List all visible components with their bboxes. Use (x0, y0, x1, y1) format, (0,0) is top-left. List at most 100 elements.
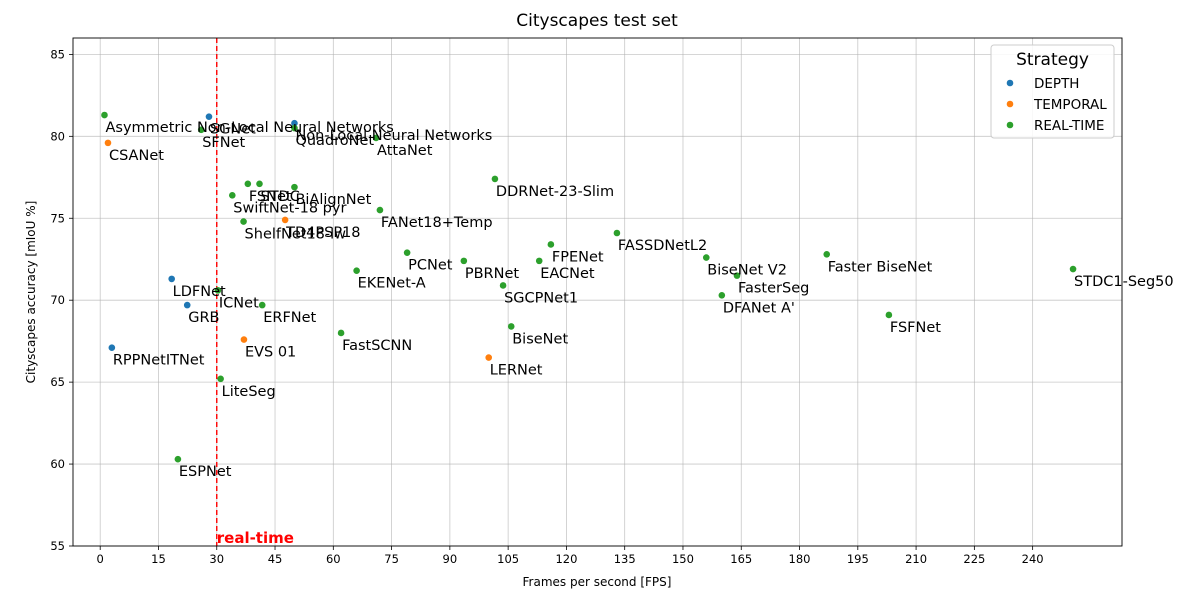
data-point-real-time (403, 249, 411, 256)
point-label: TD4PSP18 (285, 225, 360, 241)
point-label: BiseNet (512, 331, 568, 347)
y-tick-label: 75 (50, 211, 65, 225)
x-tick-label: 210 (905, 552, 927, 566)
point-label: FasterSeg (738, 281, 809, 297)
data-point-temporal (240, 336, 248, 343)
point-label: Non-Local Neural Networks (295, 128, 492, 144)
x-tick-label: 150 (672, 552, 694, 566)
data-point-real-time (337, 329, 345, 337)
x-tick-label: 225 (963, 552, 985, 566)
data-point-real-time (228, 192, 236, 199)
data-point-real-time (372, 134, 380, 142)
x-tick-label: 15 (151, 552, 166, 566)
point-label: BiseNet V2 (707, 263, 787, 279)
y-tick-label: 80 (50, 129, 65, 143)
data-point-real-time (376, 206, 384, 214)
point-label: PBRNet (465, 266, 520, 282)
y-axis-label: Cityscapes accuracy [mIoU %] (24, 201, 38, 384)
x-tick-label: 45 (268, 552, 283, 566)
legend-title: Strategy (1016, 50, 1089, 70)
data-point-depth (291, 119, 298, 127)
data-point-depth (205, 113, 213, 120)
point-label: EVS 01 (245, 345, 296, 361)
x-tick-label: 180 (789, 552, 811, 566)
data-point-real-time (101, 111, 108, 119)
x-tick-label: 75 (384, 552, 399, 566)
data-point-real-time (258, 301, 266, 309)
point-label: FASSDNetL2 (618, 238, 707, 254)
point-label: CSANet (109, 148, 164, 164)
legend-entries: DEPTH TEMPORAL REAL-TIME (1006, 76, 1107, 134)
data-point-real-time (547, 241, 555, 248)
data-point-real-time (702, 254, 710, 261)
x-tick-label: 105 (497, 552, 519, 566)
point-label: SGCPNet1 (504, 290, 578, 306)
data-point-temporal (281, 216, 289, 224)
x-axis-label: Frames per second [FPS] (523, 575, 672, 589)
data-point-real-time (507, 323, 515, 330)
legend: Strategy DEPTH TEMPORAL REAL-TIME (990, 44, 1115, 139)
realtime-threshold: real-time (216, 38, 294, 547)
point-label: Faster BiseNet (828, 259, 933, 275)
point-label: ICNet (219, 295, 259, 311)
point-label: SFNet (202, 135, 245, 151)
data-point-real-time (1069, 265, 1077, 273)
data-points (101, 111, 1077, 463)
data-point-real-time (885, 311, 893, 319)
y-tick-label: 85 (50, 47, 65, 61)
x-tick-label: 165 (730, 552, 752, 566)
x-tick-label: 30 (209, 552, 224, 566)
point-label: LiteSeg (222, 384, 276, 400)
point-label: LDFNet (173, 284, 226, 300)
realtime-threshold-label: real-time (217, 529, 294, 547)
legend-marker (1006, 79, 1014, 87)
x-tick-label: 195 (847, 552, 869, 566)
data-point-real-time (718, 291, 726, 299)
x-tick-label: 90 (443, 552, 458, 566)
legend-marker (1006, 100, 1014, 108)
point-label: STDC (260, 189, 299, 205)
data-point-real-time (460, 257, 468, 265)
data-point-real-time (353, 267, 360, 274)
legend-marker (1006, 121, 1014, 129)
data-point-real-time (174, 455, 182, 463)
point-label: FSNet (249, 189, 292, 205)
y-tick-label: 70 (50, 293, 65, 307)
data-point-real-time (823, 251, 831, 258)
x-tick-label: 60 (326, 552, 341, 566)
point-label: FANet18+Temp (381, 215, 493, 231)
y-tick-label: 65 (50, 375, 65, 389)
data-point-real-time (291, 124, 298, 132)
y-axis-ticks: 55 60 65 70 75 80 85 (50, 47, 73, 553)
data-point-temporal (485, 354, 493, 361)
point-label: PCNet (408, 258, 453, 274)
data-point-real-time (214, 287, 222, 294)
data-point-real-time (244, 180, 252, 188)
legend-label: DEPTH (1034, 76, 1079, 92)
data-point-real-time (535, 257, 543, 265)
point-label: STDC1-Seg50 (1074, 274, 1174, 290)
chart-title: Cityscapes test set (516, 11, 678, 31)
plot-frame (72, 37, 1123, 547)
data-point-real-time (291, 183, 298, 191)
data-point-depth (108, 344, 116, 352)
data-point-real-time (240, 218, 247, 225)
x-axis-ticks: 0 15 30 45 60 75 90 105 120 135 150 165 180 195 210 225… (97, 546, 1044, 566)
data-point-depth (183, 301, 191, 309)
data-point-real-time (733, 272, 741, 279)
data-point-real-time (197, 126, 205, 134)
x-tick-label: 135 (614, 552, 636, 566)
y-tick-label: 55 (50, 539, 65, 553)
x-tick-label: 0 (97, 552, 104, 566)
data-point-real-time (217, 375, 224, 383)
legend-label: REAL-TIME (1034, 118, 1104, 134)
data-point-real-time (491, 175, 499, 183)
y-tick-label: 60 (50, 457, 65, 471)
point-label: SwiftNet-18 pyr (233, 200, 346, 216)
point-label: EACNet (540, 266, 595, 282)
legend-label: TEMPORAL (1033, 97, 1107, 113)
point-label: BiAlignNet (295, 192, 371, 208)
point-label: ShelfNet18-lw (245, 227, 347, 243)
point-label: SGNet (210, 122, 256, 138)
